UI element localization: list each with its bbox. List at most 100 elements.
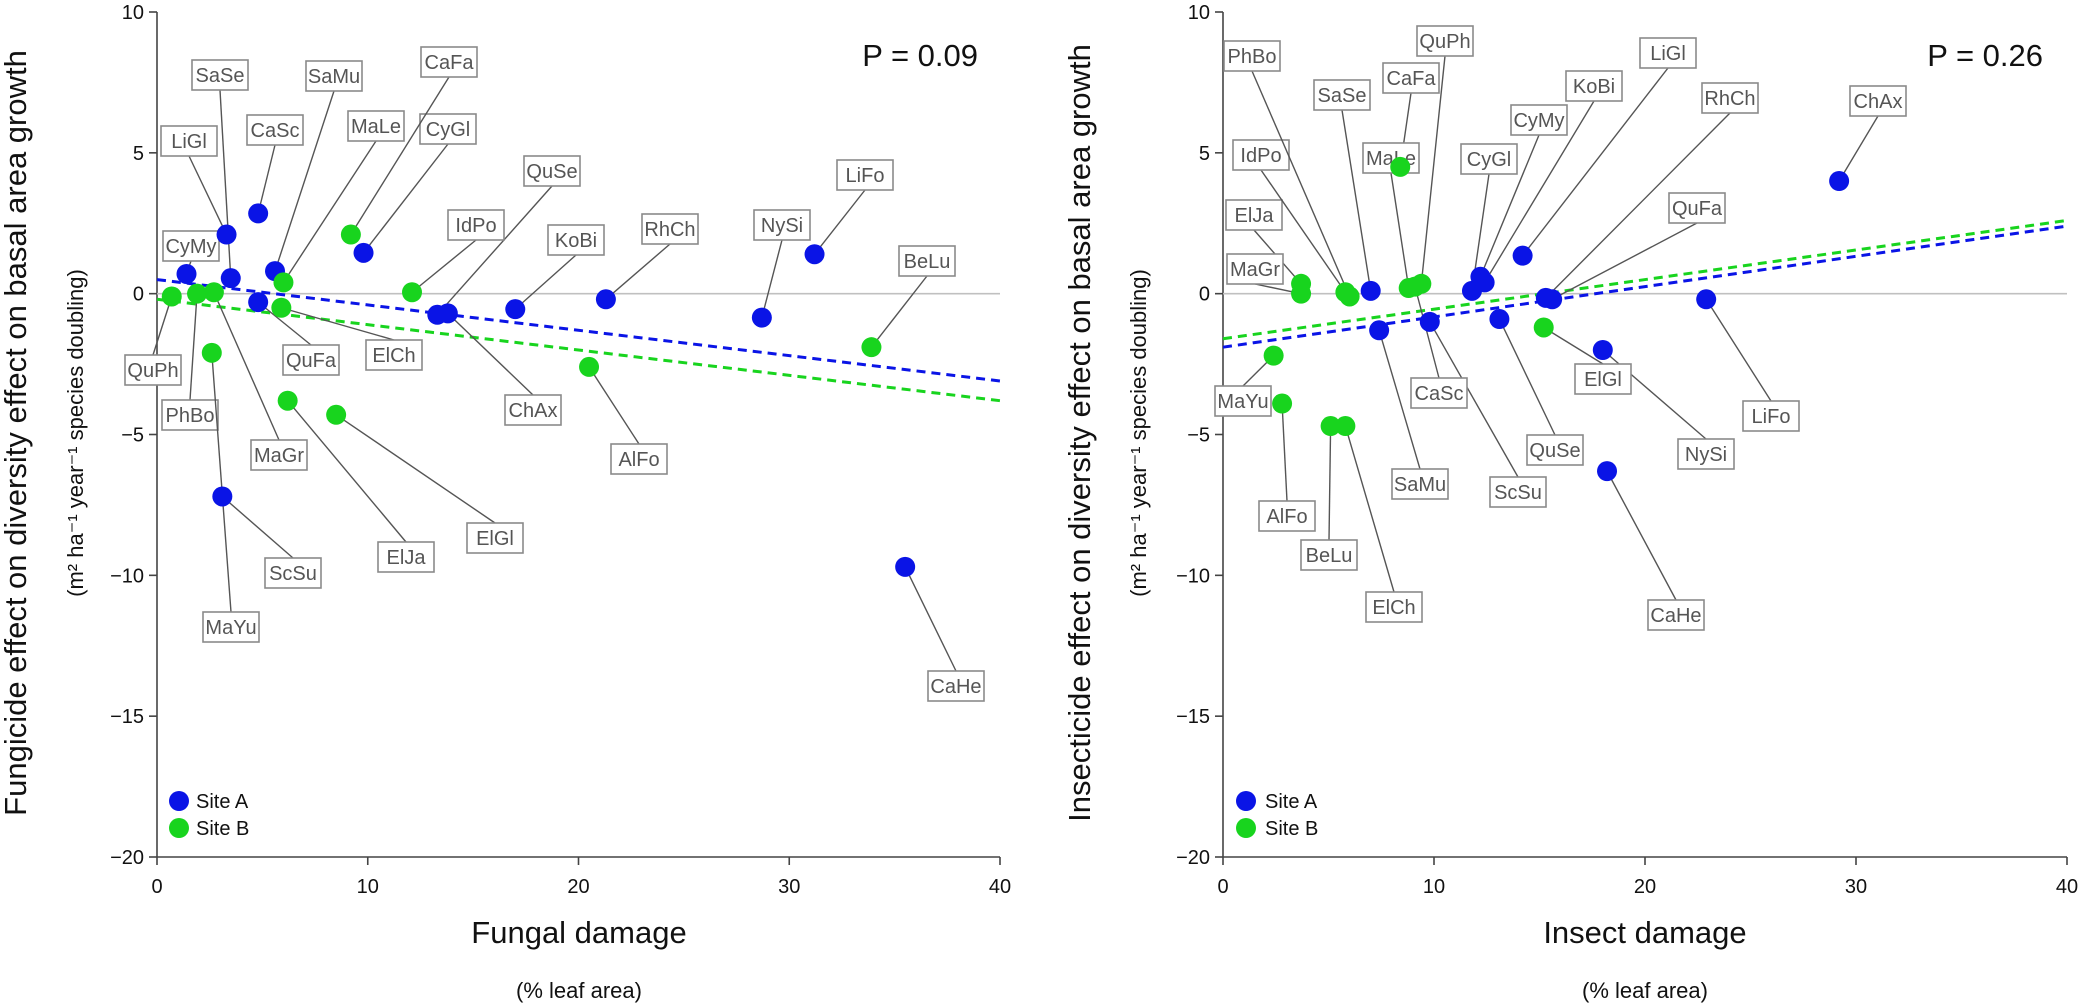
- left-leader-line: [189, 293, 198, 401]
- left-leader-line: [257, 144, 276, 214]
- left-leader-line: [221, 495, 294, 559]
- right-y-axis-title: Insecticide effect on diversity effect o…: [1062, 44, 1097, 822]
- left-leader-line: [813, 189, 866, 255]
- right-species-label-box: [1489, 476, 1547, 508]
- left-species-label-box: [504, 394, 562, 426]
- left-legend-site-b-label: Site B: [196, 818, 249, 840]
- right-species-label-box: [1526, 434, 1584, 466]
- left-data-point: [187, 283, 208, 304]
- left-data-point: [161, 286, 182, 307]
- right-leader-line: [1522, 67, 1669, 257]
- left-leader-line: [282, 140, 377, 283]
- right-x-axis-units: (% leaf area): [1582, 978, 1708, 1003]
- left-species-label-box: [753, 209, 811, 241]
- right-x-tick-label: 30: [1845, 876, 1867, 898]
- left-species-label-box: [305, 60, 363, 92]
- right-species-label: PhBo: [1228, 46, 1277, 68]
- right-data-point: [1411, 273, 1432, 294]
- left-species-label: ElJa: [387, 547, 427, 569]
- right-species-label-box: [1742, 400, 1800, 432]
- right-data-point: [1320, 416, 1341, 437]
- left-leader-line: [761, 239, 783, 318]
- left-species-label: SaSe: [196, 65, 245, 87]
- right-data-point: [1390, 156, 1411, 177]
- right-data-point: [1263, 345, 1284, 366]
- left-x-tick-label: 10: [357, 876, 379, 898]
- right-species-label-box: [1382, 62, 1440, 94]
- right-p-value: P = 0.26: [1927, 38, 2043, 73]
- left-leader-line: [350, 76, 450, 235]
- left-leader-line: [362, 143, 449, 254]
- left-leader-line: [219, 89, 232, 279]
- left-data-point: [505, 299, 526, 320]
- left-data-point: [353, 242, 374, 263]
- left-species-label-box: [547, 224, 605, 256]
- left-series-site-b: [161, 224, 882, 425]
- left-leader-line: [287, 400, 407, 543]
- left-data-point: [579, 356, 600, 377]
- left-species-label-box: [162, 230, 220, 262]
- left-y-tick-label: −15: [110, 706, 144, 728]
- right-species-label: ChAx: [1854, 91, 1903, 113]
- left-species-label-box: [160, 125, 218, 157]
- left-data-point: [804, 244, 825, 265]
- left-data-point: [326, 404, 347, 425]
- left-species-label-box: [466, 522, 524, 554]
- left-species-label: CaSc: [251, 120, 300, 142]
- right-species-label: LiGl: [1650, 43, 1686, 65]
- right-species-label: LiFo: [1752, 406, 1791, 428]
- left-species-label-box: [250, 439, 308, 471]
- left-species-label: KoBi: [555, 230, 597, 252]
- right-species-label: SaMu: [1394, 474, 1446, 496]
- right-data-point: [1369, 320, 1390, 341]
- left-species-label: MaGr: [254, 445, 304, 467]
- left-leader-line: [870, 275, 928, 348]
- left-p-value: P = 0.09: [862, 38, 978, 73]
- left-species-label: ChAx: [509, 400, 558, 422]
- left-leader-line: [281, 307, 395, 341]
- right-legend-site-a-marker: [1236, 791, 1256, 811]
- left-x-tick-label: 0: [151, 876, 162, 898]
- right-legend: Site A Site B: [1236, 791, 1318, 840]
- left-x-tick-label: 40: [989, 876, 1011, 898]
- left-y-tick-label: 0: [133, 284, 144, 306]
- left-species-label-box: [927, 670, 985, 702]
- left-y-tick-label: −5: [121, 425, 144, 447]
- left-leader-line: [514, 254, 577, 310]
- right-species-label: IdPo: [1240, 145, 1281, 167]
- right-leader-line: [1484, 100, 1595, 283]
- right-data-point: [1272, 393, 1293, 414]
- left-species-label: ElCh: [372, 345, 415, 367]
- right-species-label-box: [1223, 40, 1281, 72]
- left-y-axis-units: (m² ha⁻¹ year⁻¹ species doubling): [63, 269, 88, 597]
- left-data-point: [248, 203, 269, 224]
- right-data-point: [1597, 461, 1618, 482]
- right-species-label: CyGl: [1467, 149, 1511, 171]
- right-species-label-box: [1225, 199, 1283, 231]
- right-data-point: [1360, 280, 1381, 301]
- right-data-point: [1829, 171, 1850, 191]
- left-x-axis-title: Fungal damage: [471, 915, 686, 950]
- right-species-label: CaHe: [1650, 605, 1701, 627]
- insecticide-panel: Insecticide effect on diversity effect o…: [1062, 38, 2043, 1003]
- right-data-point: [1339, 286, 1360, 307]
- left-leader-line: [211, 352, 232, 613]
- right-leader-line: [1705, 298, 1772, 402]
- right-species-label-box: [1300, 539, 1358, 571]
- right-species-label: QuFa: [1672, 198, 1723, 220]
- left-leader-line: [411, 239, 477, 293]
- right-leader-line: [1281, 403, 1288, 502]
- left-species-label: MaLe: [351, 116, 401, 138]
- right-x-tick-label: 40: [2056, 876, 2078, 898]
- left-species-label-box: [347, 110, 405, 142]
- right-y-axis-units: (m² ha⁻¹ year⁻¹ species doubling): [1126, 269, 1151, 597]
- left-species-label: QuSe: [526, 161, 577, 183]
- left-y-tick-label: 5: [133, 143, 144, 165]
- right-y-tick-label: −15: [1176, 706, 1210, 728]
- left-data-point: [271, 297, 292, 318]
- left-trend-line-site-b: [156, 297, 1001, 403]
- right-species-label: CaFa: [1387, 68, 1437, 90]
- left-species-label: RhCh: [644, 219, 695, 241]
- left-species-label-box: [264, 557, 322, 589]
